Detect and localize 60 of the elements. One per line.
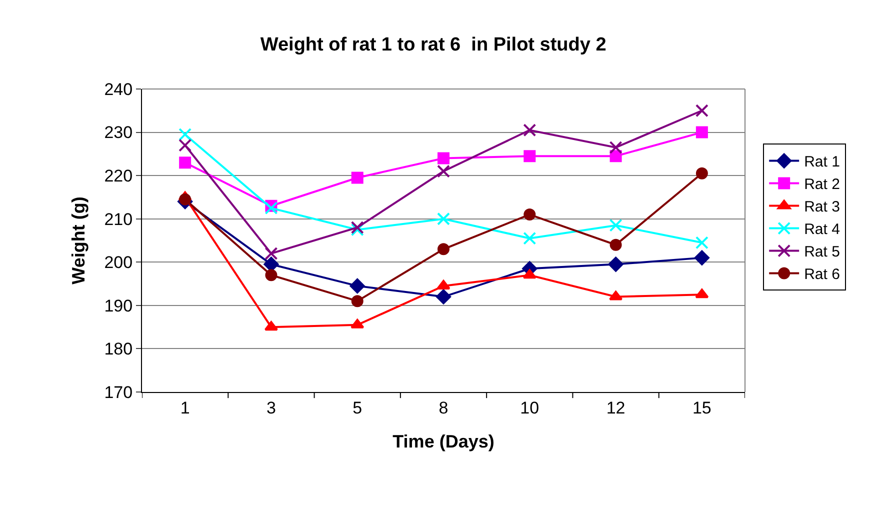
chart-title: Weight of rat 1 to rat 6 in Pilot study 2 [260,34,606,56]
point [264,256,279,272]
point [522,269,536,279]
point [524,150,536,162]
legend-label: Rat 4 [804,221,840,238]
point [610,238,622,251]
x-axis-title: Time (Days) [392,432,494,452]
point [695,104,708,118]
x-tick-label: 10 [520,398,540,418]
point [523,124,536,137]
point [264,246,278,260]
y-tick-label: 220 [104,166,133,186]
point [695,236,708,250]
legend-label: Rat 6 [804,266,840,284]
point [437,164,450,178]
point [179,193,192,206]
point [609,140,622,154]
point [436,280,450,290]
y-tick-label: 210 [104,210,133,229]
y-tick-label: 180 [104,340,133,359]
point [264,321,278,331]
point [694,250,710,266]
x-tick-label: 1 [180,398,190,418]
legend-label: Rat 2 [804,176,840,194]
point [350,318,364,328]
legend-label: Rat 1 [804,154,840,171]
point [351,295,364,308]
point [438,243,450,256]
point [264,202,278,215]
y-axis-title: Weight (g) [68,196,88,284]
point [608,256,624,272]
legend-label: Rat 3 [804,198,840,216]
y-tick-label: 170 [104,382,133,402]
point [179,156,192,169]
x-tick-label: 8 [438,398,448,418]
y-tick-label: 190 [104,296,133,316]
point [265,269,278,282]
x-tick-label: 5 [352,398,362,418]
y-tick-label: 200 [104,253,133,272]
y-tick-label: 230 [104,123,133,142]
point [350,278,365,294]
point [610,150,622,162]
point [524,208,536,221]
point [178,138,192,152]
point [523,232,536,245]
point [436,289,451,304]
point [696,167,708,180]
point [609,218,622,232]
point [351,172,364,184]
point [438,152,450,164]
x-tick-label: 15 [692,398,712,418]
legend-label: Rat 5 [804,244,840,261]
x-tick-label: 3 [266,398,276,418]
point [696,126,708,138]
point [178,128,192,141]
point [695,288,709,298]
point [609,290,623,300]
point [437,212,450,226]
y-tick-label: 240 [104,80,133,99]
x-tick-label: 12 [606,398,626,418]
